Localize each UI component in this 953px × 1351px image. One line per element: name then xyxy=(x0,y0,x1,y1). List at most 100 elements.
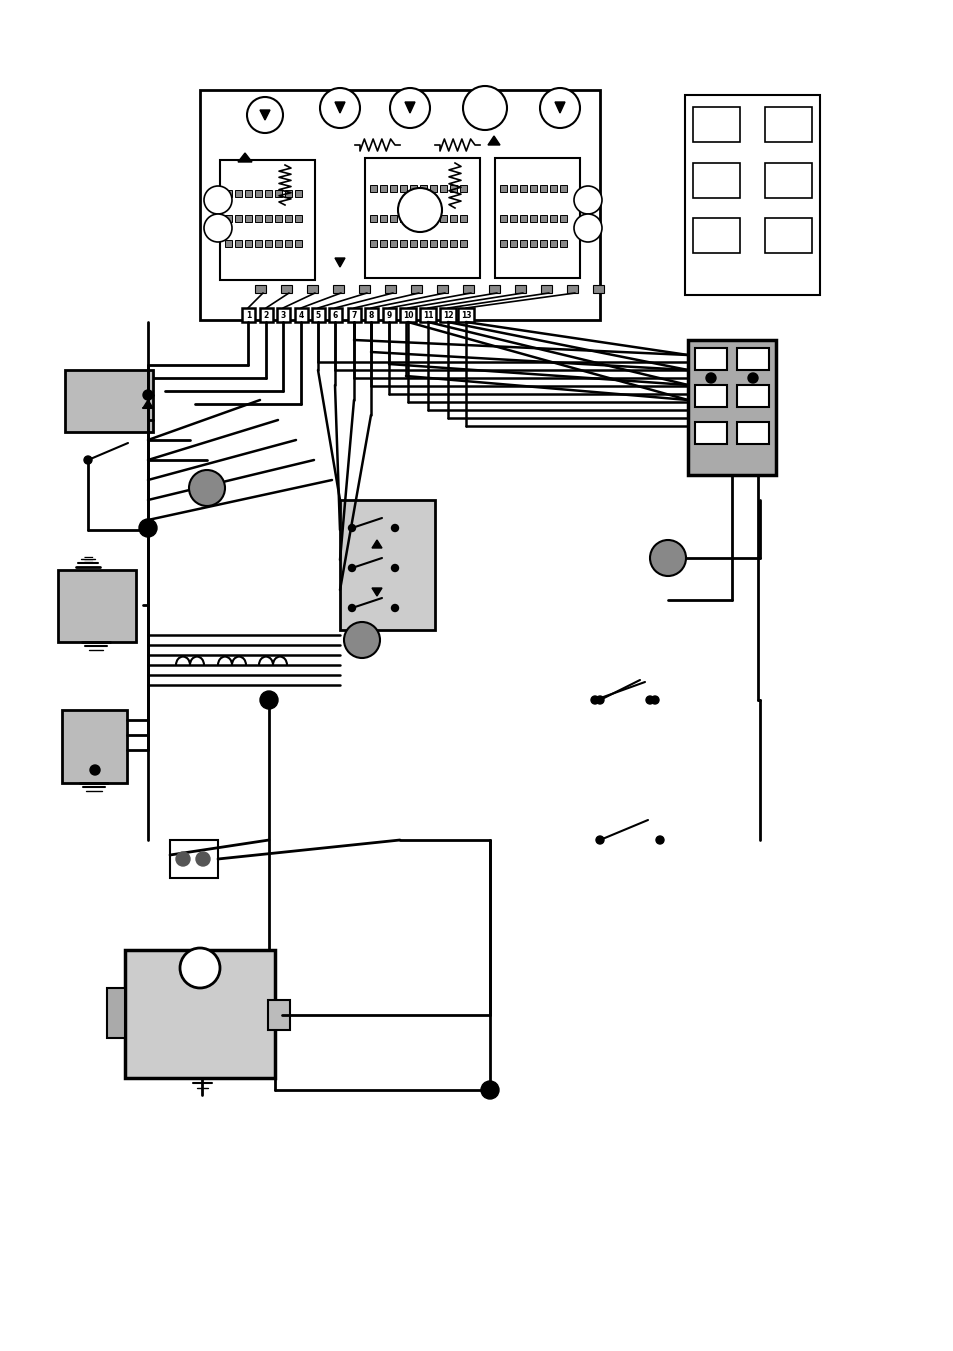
Bar xyxy=(439,185,447,192)
Circle shape xyxy=(539,88,579,128)
Text: 3: 3 xyxy=(280,311,286,319)
Bar xyxy=(419,240,427,247)
Bar xyxy=(457,308,474,322)
Bar xyxy=(234,215,242,222)
Bar xyxy=(399,215,407,222)
Circle shape xyxy=(204,213,232,242)
Bar xyxy=(107,988,125,1038)
Bar xyxy=(459,185,467,192)
Bar xyxy=(692,107,740,142)
Bar xyxy=(489,285,499,293)
Circle shape xyxy=(649,540,685,576)
Bar xyxy=(220,159,314,280)
Circle shape xyxy=(90,765,100,775)
Polygon shape xyxy=(237,153,252,162)
Bar xyxy=(265,190,272,197)
Bar xyxy=(382,308,395,322)
Circle shape xyxy=(189,470,225,507)
Bar xyxy=(430,185,436,192)
Bar xyxy=(692,163,740,199)
Bar xyxy=(737,349,768,370)
Bar xyxy=(439,240,447,247)
Bar xyxy=(254,215,262,222)
Text: 2: 2 xyxy=(264,311,269,319)
Bar xyxy=(510,185,517,192)
Bar xyxy=(307,285,317,293)
Bar xyxy=(519,240,526,247)
Circle shape xyxy=(391,524,398,531)
Bar xyxy=(265,215,272,222)
Circle shape xyxy=(348,565,355,571)
Bar xyxy=(430,215,436,222)
Bar xyxy=(695,385,726,407)
Bar xyxy=(254,285,266,293)
Bar xyxy=(379,240,387,247)
Bar xyxy=(285,215,292,222)
Bar xyxy=(439,215,447,222)
Bar xyxy=(495,158,579,278)
Bar xyxy=(399,308,416,322)
Circle shape xyxy=(344,621,379,658)
Circle shape xyxy=(260,690,277,709)
Bar xyxy=(399,185,407,192)
Bar xyxy=(764,107,811,142)
Text: 10: 10 xyxy=(402,311,413,319)
Bar xyxy=(245,240,252,247)
Text: 1: 1 xyxy=(246,311,251,319)
Text: ≡: ≡ xyxy=(82,553,93,567)
Bar xyxy=(519,185,526,192)
Bar xyxy=(550,215,557,222)
Bar xyxy=(515,285,525,293)
Text: 7: 7 xyxy=(352,311,356,319)
Polygon shape xyxy=(335,101,345,113)
Circle shape xyxy=(574,213,601,242)
Bar xyxy=(200,91,599,320)
Bar xyxy=(764,163,811,199)
Bar xyxy=(530,240,537,247)
Bar xyxy=(439,308,456,322)
Bar xyxy=(450,240,456,247)
Text: 4: 4 xyxy=(298,311,304,319)
Text: 12: 12 xyxy=(442,311,453,319)
Polygon shape xyxy=(372,588,381,596)
Bar xyxy=(411,285,421,293)
Bar xyxy=(245,215,252,222)
Bar xyxy=(419,185,427,192)
Bar xyxy=(294,215,302,222)
Circle shape xyxy=(175,852,190,866)
Circle shape xyxy=(319,88,359,128)
Bar xyxy=(559,215,566,222)
Bar xyxy=(410,240,416,247)
Text: 9: 9 xyxy=(387,311,392,319)
Circle shape xyxy=(143,390,152,400)
Bar xyxy=(339,500,435,630)
Bar xyxy=(459,215,467,222)
Bar xyxy=(62,711,127,784)
Polygon shape xyxy=(372,540,381,549)
Bar xyxy=(285,240,292,247)
Bar xyxy=(684,95,820,295)
Bar xyxy=(254,240,262,247)
Bar xyxy=(225,190,232,197)
Bar xyxy=(379,215,387,222)
Bar xyxy=(294,190,302,197)
Circle shape xyxy=(397,188,441,232)
Bar xyxy=(358,285,370,293)
Bar xyxy=(274,215,282,222)
Circle shape xyxy=(656,836,663,844)
Bar xyxy=(737,422,768,444)
Bar xyxy=(58,570,136,642)
Bar xyxy=(234,240,242,247)
Bar xyxy=(225,240,232,247)
Circle shape xyxy=(391,604,398,612)
Polygon shape xyxy=(405,101,415,113)
Bar xyxy=(499,240,506,247)
Bar xyxy=(265,240,272,247)
Bar xyxy=(385,285,395,293)
Bar xyxy=(410,185,416,192)
Bar xyxy=(285,190,292,197)
Circle shape xyxy=(590,696,598,704)
Bar xyxy=(530,215,537,222)
Circle shape xyxy=(650,696,659,704)
Bar xyxy=(593,285,603,293)
